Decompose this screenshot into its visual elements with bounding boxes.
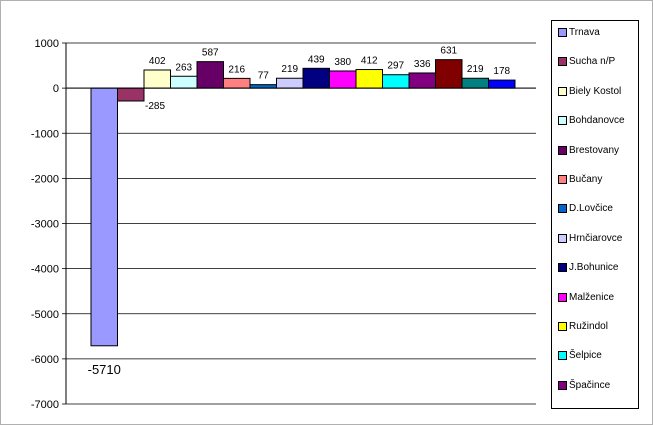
bar bbox=[196, 61, 224, 89]
legend-label: Špačince bbox=[569, 379, 611, 391]
bar bbox=[170, 75, 198, 89]
bar bbox=[488, 79, 516, 89]
data-label: 77 bbox=[258, 71, 270, 82]
data-label: 178 bbox=[493, 66, 510, 77]
bar bbox=[143, 69, 171, 89]
legend-item: Bučany bbox=[558, 174, 602, 185]
data-label: 402 bbox=[149, 56, 166, 67]
y-tick-label: 1000 bbox=[35, 38, 59, 50]
legend-swatch bbox=[558, 86, 567, 96]
bar bbox=[461, 77, 489, 89]
legend-swatch bbox=[558, 145, 567, 155]
legend-item: Šelpice bbox=[558, 350, 602, 361]
bar bbox=[329, 70, 357, 89]
legend-swatch bbox=[558, 263, 567, 273]
bar bbox=[302, 67, 330, 89]
legend-item: Brestovany bbox=[558, 145, 619, 156]
legend-label: Šelpice bbox=[569, 350, 602, 362]
data-label: -5710 bbox=[88, 362, 121, 377]
legend-label: Bučany bbox=[569, 174, 603, 185]
legend-label: D.Lovčice bbox=[569, 203, 613, 215]
legend-item: Sucha n/P bbox=[558, 56, 615, 67]
bar bbox=[435, 59, 463, 89]
legend-item: Biely Kostol bbox=[558, 86, 621, 97]
data-label: 380 bbox=[334, 57, 351, 68]
data-label: 631 bbox=[440, 46, 457, 57]
data-label: 219 bbox=[281, 64, 298, 75]
data-label: 297 bbox=[387, 61, 404, 72]
legend-label: Ružindol bbox=[569, 321, 608, 332]
legend-label: Brestovany bbox=[569, 144, 620, 156]
legend-swatch bbox=[558, 204, 567, 214]
y-tick-label: -5000 bbox=[31, 309, 59, 321]
legend-label: Hrnčiarovce bbox=[569, 232, 623, 244]
legend-item: Malženice bbox=[558, 292, 614, 303]
y-tick-label: -4000 bbox=[31, 264, 59, 276]
data-label: 263 bbox=[175, 62, 192, 73]
legend-item: Trnava bbox=[558, 27, 600, 38]
legend-swatch bbox=[558, 322, 567, 331]
legend-label: J.Bohunice bbox=[569, 262, 619, 274]
bar bbox=[117, 87, 145, 102]
bar bbox=[223, 77, 251, 89]
bar bbox=[355, 69, 383, 89]
legend-swatch bbox=[558, 292, 567, 302]
data-label: 216 bbox=[228, 64, 245, 75]
legend-swatch bbox=[558, 116, 567, 126]
bar bbox=[382, 74, 410, 89]
legend-item: D.Lovčice bbox=[558, 203, 613, 214]
legend-item: Špačince bbox=[558, 380, 610, 391]
bar bbox=[90, 87, 118, 347]
y-tick-label: -1000 bbox=[31, 128, 59, 140]
bar bbox=[276, 77, 304, 89]
legend-item: Ružindol bbox=[558, 321, 608, 332]
legend: Trnava Sucha n/P Biely Kostol Bohdanovce Bre… bbox=[551, 20, 639, 409]
y-tick-label: 0 bbox=[53, 83, 59, 95]
legend-swatch bbox=[558, 351, 567, 361]
legend-item: J.Bohunice bbox=[558, 262, 618, 273]
legend-label: Malženice bbox=[569, 291, 615, 303]
bar bbox=[408, 72, 436, 89]
bar bbox=[249, 84, 277, 89]
legend-item: Hrnčiarovce bbox=[558, 233, 622, 244]
data-label: -285 bbox=[145, 101, 165, 112]
legend-label: Trnava bbox=[569, 27, 600, 38]
legend-label: Biely Kostol bbox=[569, 85, 622, 97]
legend-swatch bbox=[558, 57, 567, 67]
legend-swatch bbox=[558, 380, 567, 390]
y-tick-label: -7000 bbox=[31, 399, 59, 411]
legend-swatch bbox=[558, 175, 567, 184]
y-tick-label: -2000 bbox=[31, 173, 59, 185]
data-label: 219 bbox=[467, 64, 484, 75]
legend-swatch bbox=[558, 233, 567, 243]
legend-item: Bohdanovce bbox=[558, 115, 625, 126]
legend-label: Sucha n/P bbox=[569, 56, 616, 68]
data-label: 439 bbox=[308, 54, 325, 65]
y-tick-label: -6000 bbox=[31, 354, 59, 366]
legend-swatch bbox=[558, 28, 567, 37]
data-label: 587 bbox=[202, 48, 219, 59]
data-label: 412 bbox=[361, 56, 378, 67]
y-tick-label: -3000 bbox=[31, 219, 59, 231]
legend-label: Bohdanovce bbox=[569, 115, 625, 127]
data-label: 336 bbox=[414, 59, 431, 70]
